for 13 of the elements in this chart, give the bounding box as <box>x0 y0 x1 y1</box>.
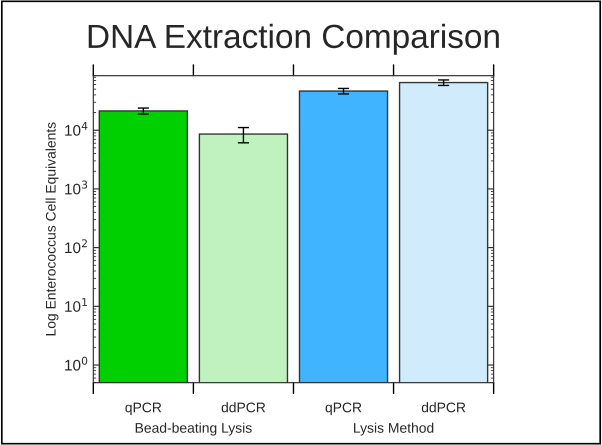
x-tick-label: qPCR <box>326 402 362 416</box>
y-tick-label: 10$^{2}$ <box>65 239 87 254</box>
x-tick-label: ddPCR <box>222 402 266 412</box>
y-tick-label: 10$^{0}$ <box>65 356 88 371</box>
x-tick-label: ddPCR <box>422 402 466 412</box>
text: Bead-beating Lysis <box>136 422 252 436</box>
y-tick-label: 10$^{3}$ <box>65 180 88 194</box>
y-tick-label: 10$^{1}$ <box>65 298 87 312</box>
y-axis-title: Log Enterococcus Cell Equivalents <box>46 122 58 336</box>
x-tick-label: qPCR <box>125 402 162 416</box>
text: Lysis Method <box>354 422 434 436</box>
y-tick-label: 10$^{4}$ <box>65 122 88 136</box>
chart-title: DNA Extraction Comparison <box>88 24 499 55</box>
